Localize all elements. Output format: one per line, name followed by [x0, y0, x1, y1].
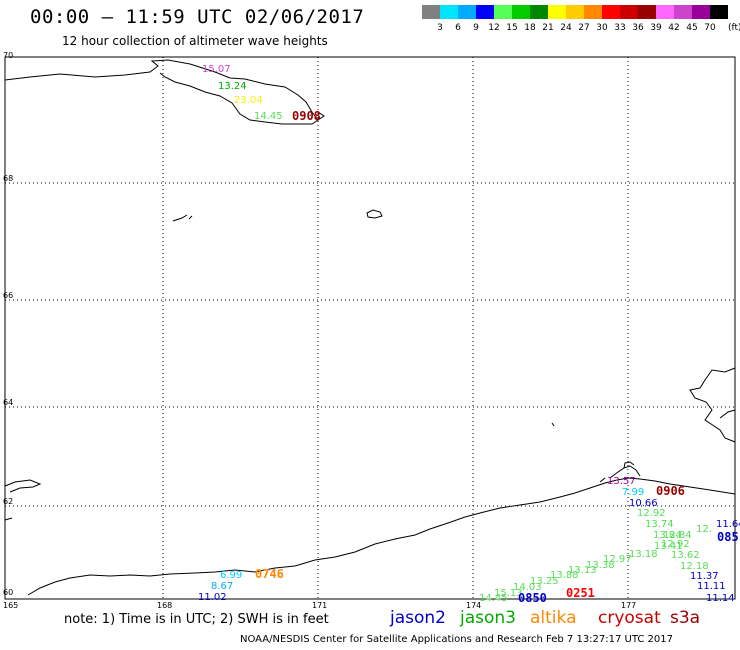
wave-height-label: 13.62 [671, 550, 700, 561]
color-scale-label: 70 [704, 23, 716, 33]
color-scale-label: 42 [668, 23, 680, 33]
coastline [4, 59, 736, 596]
color-swatch [692, 5, 710, 19]
wave-height-label: 13.74 [645, 519, 674, 530]
wave-height-label: 13.13 [568, 565, 597, 576]
map-subtitle: 12 hour collection of altimeter wave hei… [62, 34, 328, 48]
wave-height-label: 11.14 [706, 593, 735, 604]
graticule [5, 57, 735, 599]
note-text: note: 1) Time is in UTC; 2) SWH is in fe… [64, 612, 329, 627]
color-scale-label: 21 [542, 23, 554, 33]
longitude-label: 165 [3, 601, 19, 610]
wave-height-label: 12. [696, 524, 712, 535]
wave-height-label: 6.99 [220, 570, 242, 581]
longitude-label: 168 [157, 601, 173, 610]
wave-height-label: 10.66 [629, 498, 658, 509]
longitude-label: 177 [621, 601, 637, 610]
wave-height-label: 13.57 [607, 476, 636, 487]
wave-height-label: 12.97 [603, 554, 632, 565]
satellite-legend-item: cryosat [598, 608, 661, 628]
color-swatch [494, 5, 512, 19]
longitude-label: 174 [466, 601, 482, 610]
color-scale-label: 33 [614, 23, 626, 33]
satellite-legend-item: altika [530, 608, 577, 628]
wave-height-label: 12.92 [661, 539, 690, 550]
latitude-label: 64 [3, 398, 14, 407]
wave-height-label: 23.04 [234, 95, 263, 106]
color-swatch [584, 5, 602, 19]
wave-height-label: 12.84 [663, 530, 692, 541]
color-scale-label: 27 [578, 23, 590, 33]
wave-height-label: 11.37 [690, 571, 719, 582]
map-frame [4, 56, 736, 600]
wave-height-label: 13.88 [550, 570, 579, 581]
latitude-label: 66 [3, 291, 14, 300]
latitude-label: 60 [3, 588, 14, 597]
wave-height-label: 12.18 [680, 561, 709, 572]
color-scale-label: 18 [524, 23, 536, 33]
longitude-label: 171 [312, 601, 328, 610]
wave-height-label: 7.99 [622, 487, 644, 498]
color-swatch [476, 5, 494, 19]
color-scale-label: 39 [650, 23, 662, 33]
pass-time-label: 0850 [518, 591, 547, 605]
color-swatch [710, 5, 728, 19]
color-scale-label: 36 [632, 23, 644, 33]
latitude-label: 70 [3, 51, 14, 60]
wave-height-label: 13.24 [218, 81, 247, 92]
color-scale-label: 24 [560, 23, 572, 33]
wave-height-label: 8.67 [211, 581, 233, 592]
color-scale-label: 9 [473, 23, 479, 33]
wave-height-label: 13.84 [653, 530, 682, 541]
wave-height-label: 11.64 [716, 519, 740, 530]
wave-height-label: 15.13 [494, 588, 523, 599]
color-swatch [530, 5, 548, 19]
satellite-legend-item: jason3 [460, 608, 516, 628]
wave-height-label: 12.92 [637, 508, 666, 519]
pass-time-label: 0251 [566, 586, 595, 600]
color-swatch [638, 5, 656, 19]
wave-height-label: 14.45 [254, 111, 283, 122]
latitude-label: 68 [3, 174, 14, 183]
color-swatch [620, 5, 638, 19]
color-swatch [512, 5, 530, 19]
wave-height-label: 13.38 [586, 560, 615, 571]
color-swatch [656, 5, 674, 19]
wave-height-label: 11.02 [198, 592, 227, 603]
footer-credit: NOAA/NESDIS Center for Satellite Applica… [240, 634, 673, 645]
color-swatch [440, 5, 458, 19]
latitude-label: 62 [3, 497, 14, 506]
satellite-legend-item: s3a [670, 608, 701, 628]
pass-time-label: 0906 [656, 484, 685, 498]
color-scale-label: 6 [455, 23, 461, 33]
wave-height-label: 14.45 [479, 593, 508, 604]
color-scale-label: 30 [596, 23, 608, 33]
pass-time-label: 0746 [255, 567, 284, 581]
color-swatch [602, 5, 620, 19]
pass-time-label: 0908 [292, 109, 321, 123]
wave-height-label: 11.11 [697, 581, 726, 592]
pass-time-label: 085 [717, 530, 739, 544]
color-swatch [458, 5, 476, 19]
color-swatch [422, 5, 440, 19]
color-swatch [674, 5, 692, 19]
wave-height-label: 13.25 [530, 576, 559, 587]
color-scale-label: 45 [686, 23, 698, 33]
color-scale-label: 12 [488, 23, 500, 33]
wave-height-label: 13.41 [654, 541, 683, 552]
wave-height-label: 13.18 [629, 549, 658, 560]
color-scale-label: 3 [437, 23, 443, 33]
wave-height-label: 14.03 [513, 582, 542, 593]
color-scale-label: 15 [506, 23, 518, 33]
color-swatch [548, 5, 566, 19]
color-swatch [566, 5, 584, 19]
color-scale-unit: (ft) [728, 23, 740, 33]
satellite-legend-item: jason2 [390, 608, 446, 628]
map-title: 00:00 – 11:59 UTC 02/06/2017 [30, 6, 365, 28]
wave-height-label: 15.07 [202, 64, 231, 75]
